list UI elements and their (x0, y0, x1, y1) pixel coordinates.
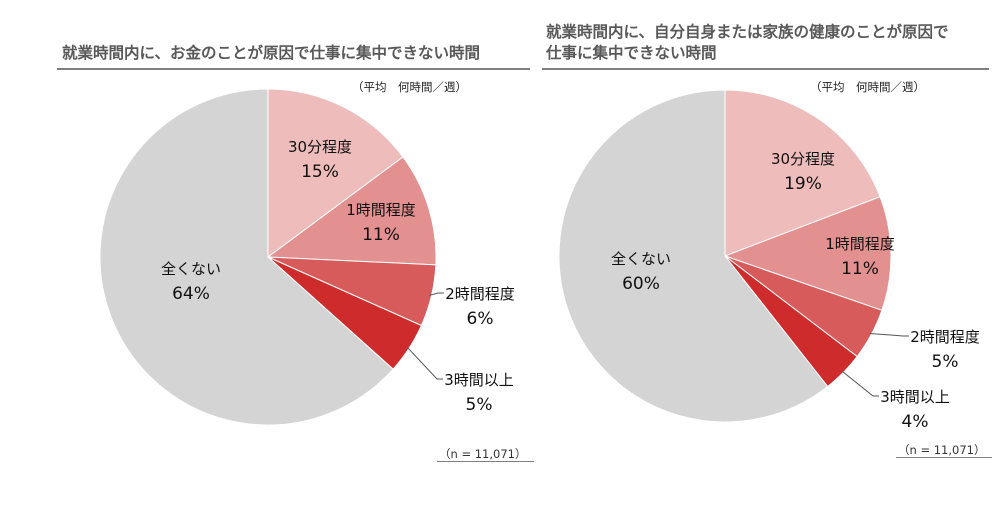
slice-percent-5: 64% (172, 284, 210, 304)
slice-percent-1: 19% (784, 174, 822, 194)
chart-title: 就業時間内に、お金のことが原因で仕事に集中できない時間 (62, 44, 481, 62)
slice-percent-4: 5% (466, 395, 493, 415)
pie-chart-money: 30分程度 15% 1時間程度 11% 2時間程度 6% 3時間以上 5% 全くない 64% (99, 88, 515, 426)
slice-label-2: 1時間程度 (825, 235, 895, 253)
pie-slice-2 (723, 196, 892, 311)
slice-percent-4: 4% (902, 412, 929, 432)
unit-note: （平均 何時間／週） (810, 80, 925, 94)
leader-line-4 (841, 370, 879, 397)
leader-line-3 (869, 332, 909, 337)
slice-label-2: 1時間程度 (346, 201, 416, 219)
chart-panel-health: 就業時間内に、自分自身または家族の健康のことが原因で 仕事に集中できない時間 （… (540, 0, 995, 526)
slice-percent-2: 11% (841, 259, 879, 279)
slice-percent-3: 5% (932, 352, 959, 372)
sample-size-note: （n = 11,071） (898, 443, 986, 457)
slice-percent-1: 15% (301, 162, 339, 182)
slice-label-3: 2時間程度 (910, 328, 980, 346)
n-underline (437, 461, 534, 462)
slice-label-4: 3時間以上 (880, 388, 950, 406)
pie-slice-5 (99, 88, 394, 426)
pie-slice-5 (558, 89, 829, 423)
chart-panel-money: 就業時間内に、お金のことが原因で仕事に集中できない時間 （平均 何時間／週） 3… (57, 44, 534, 462)
slice-label-3: 2時間程度 (445, 285, 515, 303)
pie-slice-2 (266, 156, 437, 266)
pie-slice-1 (267, 88, 404, 258)
chart-title-line-2: 仕事に集中できない時間 (546, 44, 717, 62)
unit-note: （平均 何時間／週） (352, 80, 467, 94)
slice-percent-2: 11% (362, 225, 400, 245)
slice-label-4: 3時間以上 (444, 371, 514, 389)
title-underline (57, 68, 530, 70)
title-underline (542, 68, 989, 70)
slice-percent-5: 60% (622, 274, 660, 294)
pie-slice-1 (724, 89, 881, 257)
slice-label-1: 30分程度 (288, 138, 352, 156)
leader-line-3 (429, 292, 444, 296)
sample-size-note: （n = 11,071） (439, 447, 527, 461)
chart-title-line-1: 就業時間内に、自分自身または家族の健康のことが原因で (546, 23, 949, 41)
slice-percent-3: 6% (467, 309, 494, 329)
slice-label-1: 30分程度 (771, 150, 835, 168)
pie-chart-health: 30分程度 19% 1時間程度 11% 2時間程度 5% 3時間以上 4% 全くない 60% (558, 89, 980, 432)
slice-label-5: 全くない (161, 260, 221, 278)
slice-label-5: 全くない (611, 250, 671, 268)
n-underline (896, 457, 992, 458)
leader-line-4 (406, 346, 443, 380)
